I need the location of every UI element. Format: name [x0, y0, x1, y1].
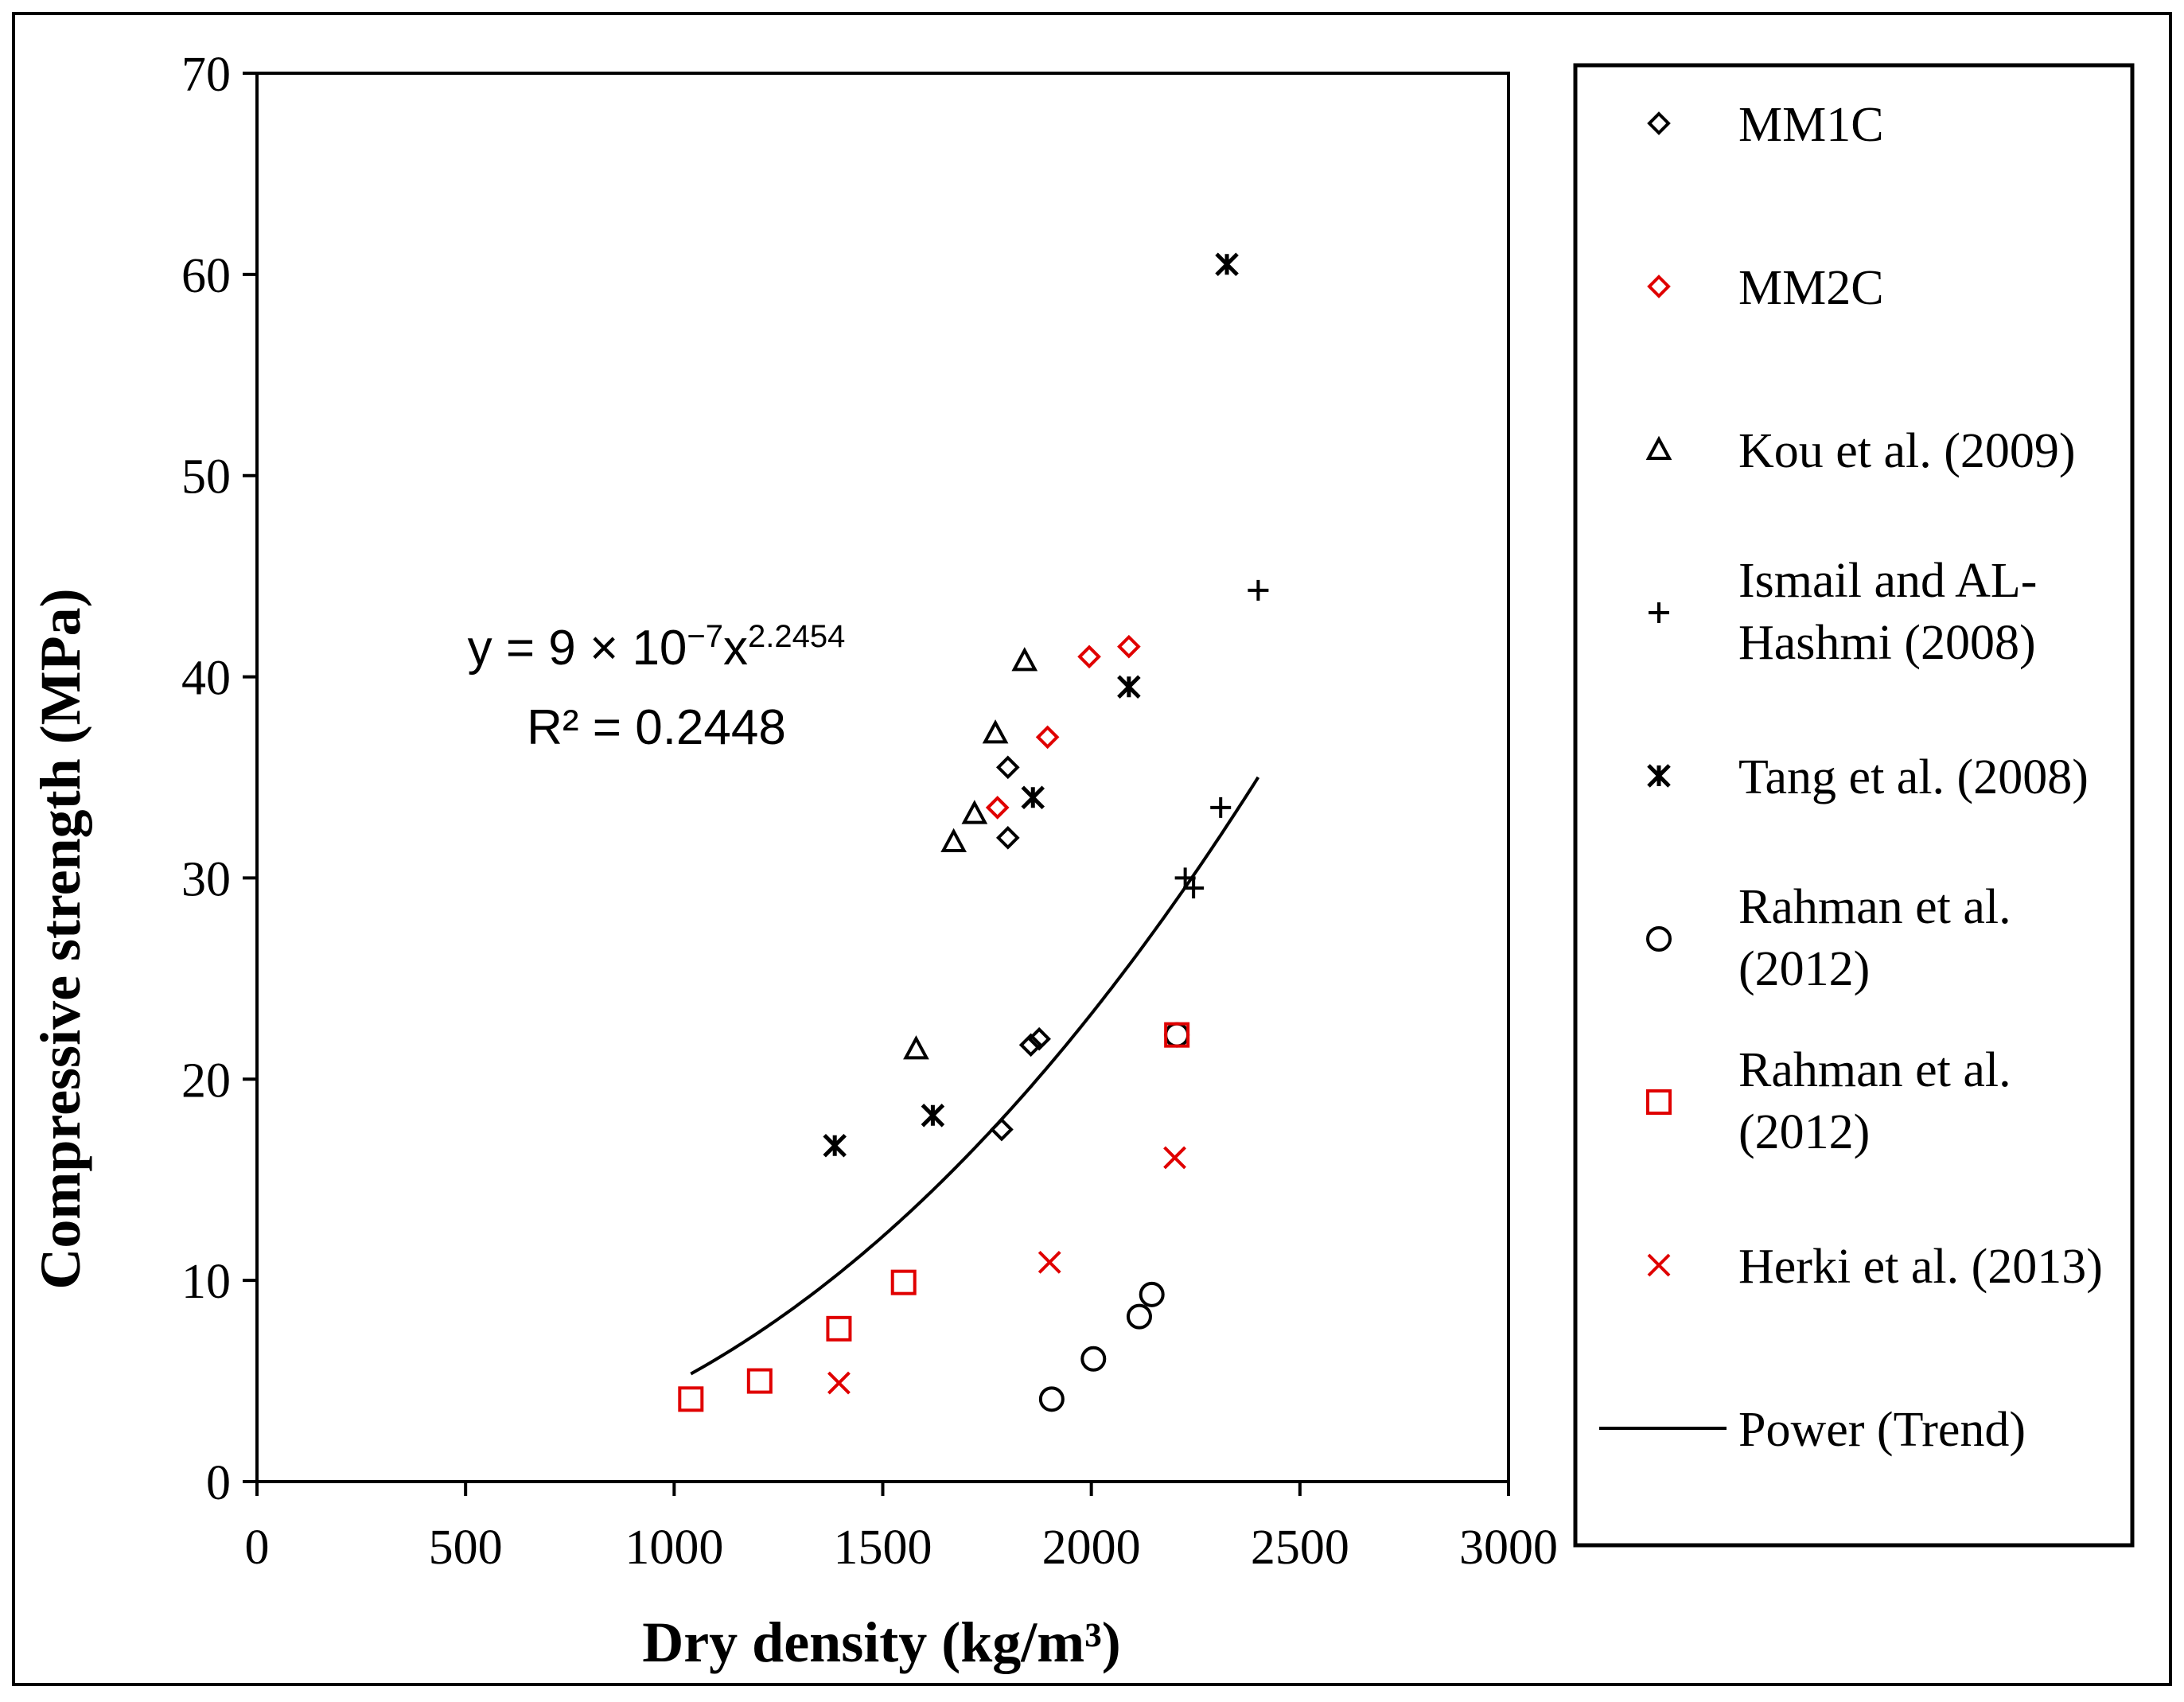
data-point	[961, 800, 988, 824]
data-point	[1215, 252, 1239, 276]
data-point	[1035, 725, 1060, 750]
legend-frame	[1573, 63, 2135, 1548]
legend-label: Ismail and AL-	[1738, 554, 2037, 608]
series-0	[990, 755, 1051, 1142]
series-1	[985, 634, 1141, 820]
legend-label: MM1C	[1738, 98, 1884, 152]
data-point	[1183, 878, 1205, 899]
x-tick-label: 2000	[1042, 1521, 1141, 1575]
data-point	[982, 719, 1009, 744]
data-point	[1080, 1346, 1107, 1372]
data-point	[1164, 1022, 1190, 1048]
data-point	[940, 828, 967, 852]
data-point	[823, 1133, 847, 1158]
data-point	[1021, 785, 1045, 810]
x-tick-label: 1000	[625, 1521, 723, 1575]
data-point	[678, 1386, 704, 1412]
legend-marker	[1649, 602, 1669, 623]
data-point	[1027, 1026, 1051, 1051]
legend-marker	[1647, 764, 1671, 788]
legend-label: Power (Trend)	[1738, 1403, 2026, 1457]
y-tick-label: 10	[181, 1255, 231, 1309]
legend-label: Herki et al. (2013)	[1738, 1240, 2103, 1294]
data-point	[995, 755, 1020, 780]
x-tick-label: 3000	[1459, 1521, 1558, 1575]
x-tick-label: 0	[245, 1521, 270, 1575]
data-point	[1139, 1281, 1165, 1307]
data-point	[827, 1371, 851, 1395]
series-6	[678, 1022, 1190, 1412]
legend-marker	[1645, 435, 1672, 461]
data-point	[1037, 1250, 1061, 1274]
data-point	[826, 1315, 852, 1342]
y-tick-label: 20	[181, 1054, 231, 1108]
y-tick-label: 60	[181, 249, 231, 303]
data-point	[1163, 1146, 1186, 1170]
data-point	[990, 1117, 1014, 1142]
data-point	[1018, 1033, 1043, 1057]
x-tick-label: 2500	[1251, 1521, 1349, 1575]
series-7	[827, 1146, 1186, 1395]
data-point	[1117, 675, 1141, 699]
data-point	[1248, 579, 1269, 601]
legend-marker	[1647, 111, 1671, 135]
trendline	[690, 776, 1260, 1376]
axes: 0 500 1000 1500 2000 2500 3000 0 10 20 30 40 50 60 70	[181, 48, 1558, 1575]
legend-label: Kou et al. (2009)	[1738, 424, 2076, 478]
data-point	[1077, 645, 1101, 669]
legend-label: (2012)	[1738, 942, 1870, 996]
data-point	[1126, 1303, 1152, 1330]
legend-marker	[1647, 275, 1671, 298]
series-2	[903, 647, 1038, 1060]
trend-r-squared: R² = 0.2448	[527, 700, 786, 755]
series-4	[823, 252, 1239, 1158]
y-tick-label: 30	[181, 852, 231, 906]
series-3	[1174, 579, 1269, 899]
legend-label: Rahman et al.	[1738, 880, 2011, 934]
data-point	[890, 1269, 917, 1295]
data-point	[921, 1104, 945, 1128]
data-point	[995, 826, 1020, 850]
data-point	[1011, 647, 1038, 672]
data-point	[746, 1368, 773, 1394]
trendline-group	[690, 776, 1260, 1376]
legend-marker	[1647, 1253, 1671, 1277]
data-point	[903, 1035, 929, 1060]
y-tick-label: 0	[206, 1456, 231, 1510]
data-point	[1117, 634, 1141, 659]
x-axis-title: Dry density (kg/m³)	[642, 1610, 1121, 1674]
data-point	[985, 796, 1010, 820]
data-point	[1038, 1386, 1065, 1412]
legend-label: Tang et al. (2008)	[1738, 750, 2089, 804]
data-points	[678, 252, 1269, 1412]
y-tick-label: 70	[181, 48, 231, 102]
y-tick-label: 40	[181, 652, 231, 706]
x-tick-label: 1500	[834, 1521, 932, 1575]
legend: MM1C MM2C Kou et al. (2009) Ismail and AL- H…	[1599, 98, 2103, 1457]
y-axis-title: Compressive strength (MPa)	[29, 588, 92, 1289]
legend-marker	[1646, 1089, 1672, 1115]
legend-label: Rahman et al.	[1738, 1043, 2011, 1097]
x-tick-label: 500	[429, 1521, 503, 1575]
y-tick-label: 50	[181, 450, 231, 504]
legend-label: MM2C	[1738, 261, 1884, 315]
data-point	[1210, 796, 1232, 818]
legend-label: Hashmi (2008)	[1738, 616, 2036, 670]
legend-label: (2012)	[1738, 1105, 1870, 1159]
legend-marker	[1646, 926, 1672, 952]
